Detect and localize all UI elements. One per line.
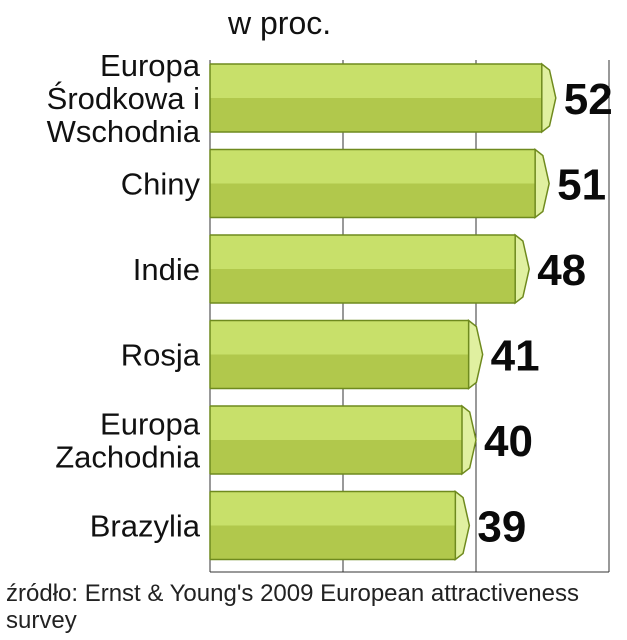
value-label: 48 [537,246,586,295]
bar-top-face [210,149,536,184]
bar-bottom-face [210,183,536,218]
category-label: Brazylia [90,509,201,544]
bar-end-cap [461,404,477,476]
category-label: Chiny [121,167,201,202]
bar-bottom-face [210,98,542,132]
value-label: 39 [477,503,526,552]
value-labels: 52 51 48 41 40 39 [477,75,612,552]
bar-top-face [210,491,456,526]
bar-top-face [210,320,469,355]
bar-0 [209,62,557,134]
source-note: źródło: Ernst & Young's 2009 European at… [6,580,579,634]
bar-top-face [210,235,516,269]
bar-1 [209,147,550,220]
value-label: 51 [557,161,606,210]
value-label: 41 [491,332,540,381]
bar-end-cap [514,233,530,305]
category-label: Europa [100,48,201,83]
bar-outline [209,148,536,219]
bar-bottom-face [210,269,516,303]
bar-top-face [210,406,462,440]
bar-outline [209,319,469,390]
gridlines [209,60,610,573]
bars [209,62,557,562]
bar-outline [209,405,462,475]
bar-end-cap [467,318,484,391]
bar-bottom-face [210,440,462,474]
category-label: Rosja [121,338,201,373]
bar-outline [209,490,456,561]
bar-end-cap [454,489,471,562]
category-label: Indie [133,252,200,287]
category-label: Środkowa i [47,80,200,116]
category-label: Wschodnia [47,114,201,149]
value-label: 40 [484,417,533,466]
bar-bottom-face [210,525,456,560]
bar-3 [209,318,484,391]
bar-4 [209,404,477,476]
category-label: Europa [100,407,201,442]
bar-end-cap [541,62,557,134]
bar-bottom-face [210,354,469,389]
bar-2 [209,233,530,305]
bar-5 [209,489,471,562]
value-label: 52 [564,75,613,124]
category-label: Zachodnia [55,440,201,475]
bar-outline [209,63,542,133]
bar-top-face [210,64,542,98]
bar-end-cap [534,147,550,220]
bar-outline [209,234,516,304]
unit-label: w proc. [227,5,331,41]
